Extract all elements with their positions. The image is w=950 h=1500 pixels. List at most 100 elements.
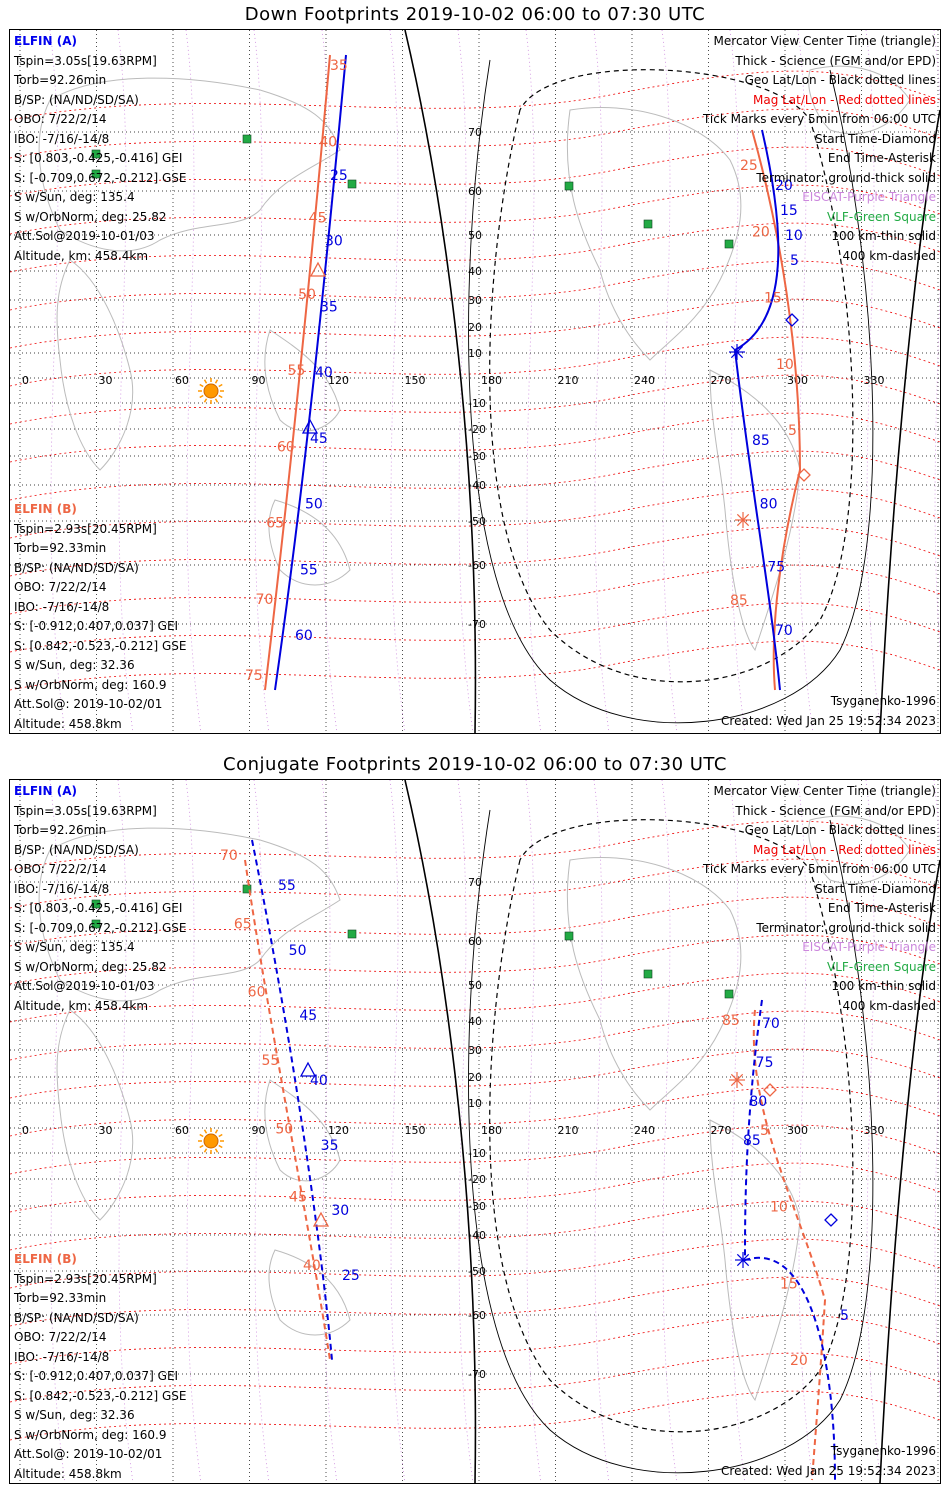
- info-line: S: [-0.709,0.672,-0.212] GSE: [14, 170, 187, 185]
- model-name: Tsyganenko-1996: [830, 694, 936, 708]
- elfin-a-tick-label: 15: [780, 203, 798, 219]
- longitude-tick-label: 30: [99, 374, 113, 387]
- info-line: S: [-0.912,0.407,0.037] GEI: [14, 619, 179, 633]
- panel-title: Down Footprints 2019-10-02 06:00 to 07:3…: [244, 4, 706, 25]
- info-line: Altitude: 458.8km: [14, 1466, 122, 1481]
- info-line: Tspin=2.93s[20.45RPM]: [14, 1271, 157, 1286]
- coastline: [566, 857, 742, 1111]
- elfin-a-tick-label: 5: [790, 253, 799, 269]
- center-time-triangle: [299, 1061, 317, 1077]
- mag-longitude-line: [797, 780, 814, 1483]
- coastline: [56, 1009, 134, 1221]
- legend-end: End Time-Asterisk: [827, 901, 936, 915]
- legend-ticks: Tick Marks every 5min from 06:00 UTC: [702, 862, 936, 876]
- vlf-station-marker: [643, 969, 653, 979]
- 100km-boundary: [468, 809, 874, 1474]
- info-line: IBO: -7/16/-14/8: [14, 1349, 110, 1364]
- end-time-asterisk: [736, 513, 750, 527]
- mag-longitude-line: [117, 30, 134, 733]
- longitude-tick-label: 210: [558, 374, 579, 387]
- footprint-map: 0306090120150180210240270300330360706050…: [10, 780, 940, 1483]
- coastline: [709, 369, 801, 652]
- latitude-tick-label: -10: [468, 397, 486, 410]
- longitude-tick-label: 150: [405, 1124, 426, 1137]
- info-line: Tspin=2.93s[20.45RPM]: [14, 521, 157, 536]
- vlf-station-marker: [91, 169, 101, 179]
- legend-terminator: Terminator: ground-thick solid: [756, 170, 936, 185]
- mag-longitude-line: [933, 30, 940, 653]
- mag-longitude-line: [661, 780, 678, 1483]
- mag-longitude-line: [593, 30, 610, 733]
- latitude-tick-label: -20: [468, 423, 486, 436]
- mag-longitude-line: [457, 30, 474, 733]
- info-line: OBO: 7/22/2/14: [14, 862, 107, 876]
- elfin-b-tick-label: 70: [256, 592, 274, 608]
- sun-ray: [218, 1144, 223, 1149]
- longitude-tick-label: 0: [22, 374, 29, 387]
- info-line: S w/OrbNorm, deg: 160.9: [14, 1427, 167, 1442]
- mag-longitude-line: [185, 780, 202, 1483]
- latitude-tick-label: -30: [468, 450, 486, 463]
- sun-ray: [203, 1129, 208, 1134]
- elfin-a-track-pacific: [251, 839, 333, 1361]
- latitude-tick-label: -20: [468, 1173, 486, 1186]
- elfin-a-tick-label: 60: [295, 628, 313, 644]
- elfin-b-track-pacific: [264, 54, 331, 691]
- info-line: Att.Sol@2019-10-01/03: [14, 979, 155, 993]
- mag-longitude-line: [117, 780, 134, 1483]
- latitude-tick-label: 20: [468, 1071, 482, 1084]
- info-line: Torb=92.26min: [14, 73, 107, 87]
- info-line: S w/Sun, deg: 135.4: [14, 940, 135, 954]
- elfin-a-tick-label: 5: [840, 1308, 849, 1324]
- vlf-station-marker: [724, 989, 734, 999]
- elfin-b-tick-label: 55: [262, 1053, 280, 1069]
- elfin-b-tick-label: 65: [234, 916, 252, 932]
- elfin-b-tick-label: 15: [780, 1276, 798, 1292]
- elfin-a-tick-label: 70: [762, 1016, 780, 1032]
- latitude-tick-label: 30: [468, 1044, 482, 1057]
- legend-vlf: VLF-Green Square: [827, 209, 936, 224]
- elfin-b-tick-label: 5: [788, 423, 797, 439]
- elfin-b-tick-label: 50: [298, 287, 316, 303]
- latitude-tick-label: 10: [468, 1097, 482, 1110]
- created-timestamp: Created: Wed Jan 25 19:52:34 2023: [721, 713, 936, 728]
- elfin-b-tick-label: 45: [309, 211, 327, 227]
- elfin-b-tick-label: 20: [752, 224, 770, 240]
- sun-ray: [214, 1148, 219, 1153]
- vlf-station-marker: [347, 929, 357, 939]
- info-line: B/SP: (NA/ND/SD/SA): [14, 842, 139, 857]
- info-line: OBO: 7/22/2/14: [14, 112, 107, 126]
- latitude-tick-label: 40: [468, 265, 482, 278]
- longitude-tick-label: 60: [175, 1124, 189, 1137]
- legend-eiscat: EISCAT-Purple Triangle: [802, 940, 936, 954]
- vlf-station-marker: [724, 239, 734, 249]
- end-time-asterisk: [736, 1253, 750, 1267]
- info-line: S w/OrbNorm, deg: 25.82: [14, 209, 167, 224]
- elfin-a-tick-label: 10: [785, 228, 803, 244]
- latitude-tick-label: -40: [468, 479, 486, 492]
- legend-geo-grid: Geo Lat/Lon - Black dotted lines: [744, 73, 936, 87]
- vlf-station-marker: [643, 219, 653, 229]
- latitude-tick-label: -70: [468, 618, 486, 631]
- legend-400km: 400 km-dashed: [842, 998, 936, 1013]
- sun-ray: [218, 394, 223, 399]
- mag-longitude-line: [253, 30, 270, 733]
- mag-longitude-line: [729, 30, 746, 733]
- elfin-a-tick-label: 50: [289, 943, 307, 959]
- elfin-a-tick-label: 55: [278, 878, 296, 894]
- elfin-b-tick-label: 50: [275, 1121, 293, 1137]
- start-time-diamond: [824, 1213, 838, 1227]
- elfin-a-tick-label: 45: [299, 1008, 317, 1024]
- longitude-tick-label: 240: [634, 1124, 655, 1137]
- elfin-b-tick-label: 15: [764, 291, 782, 307]
- elfin-b-info: ELFIN (B) Tspin=2.93s[20.45RPM] Torb=92.…: [14, 500, 187, 733]
- info-line: S: [-0.912,0.407,0.037] GEI: [14, 1369, 179, 1383]
- elfin-b-tick-label: 40: [303, 1258, 321, 1274]
- coastline: [38, 77, 341, 252]
- info-line: S w/OrbNorm, deg: 25.82: [14, 959, 167, 974]
- elfin-b-tick-label: 10: [770, 1200, 788, 1216]
- elfin-a-info: ELFIN (A) Tspin=3.05s[19.63RPM] Torb=92.…: [14, 782, 187, 1016]
- map-frame: 0306090120150180210240270300330360706050…: [9, 779, 941, 1484]
- vlf-station-marker: [91, 919, 101, 929]
- elfin-b-tick-label: 65: [266, 516, 284, 532]
